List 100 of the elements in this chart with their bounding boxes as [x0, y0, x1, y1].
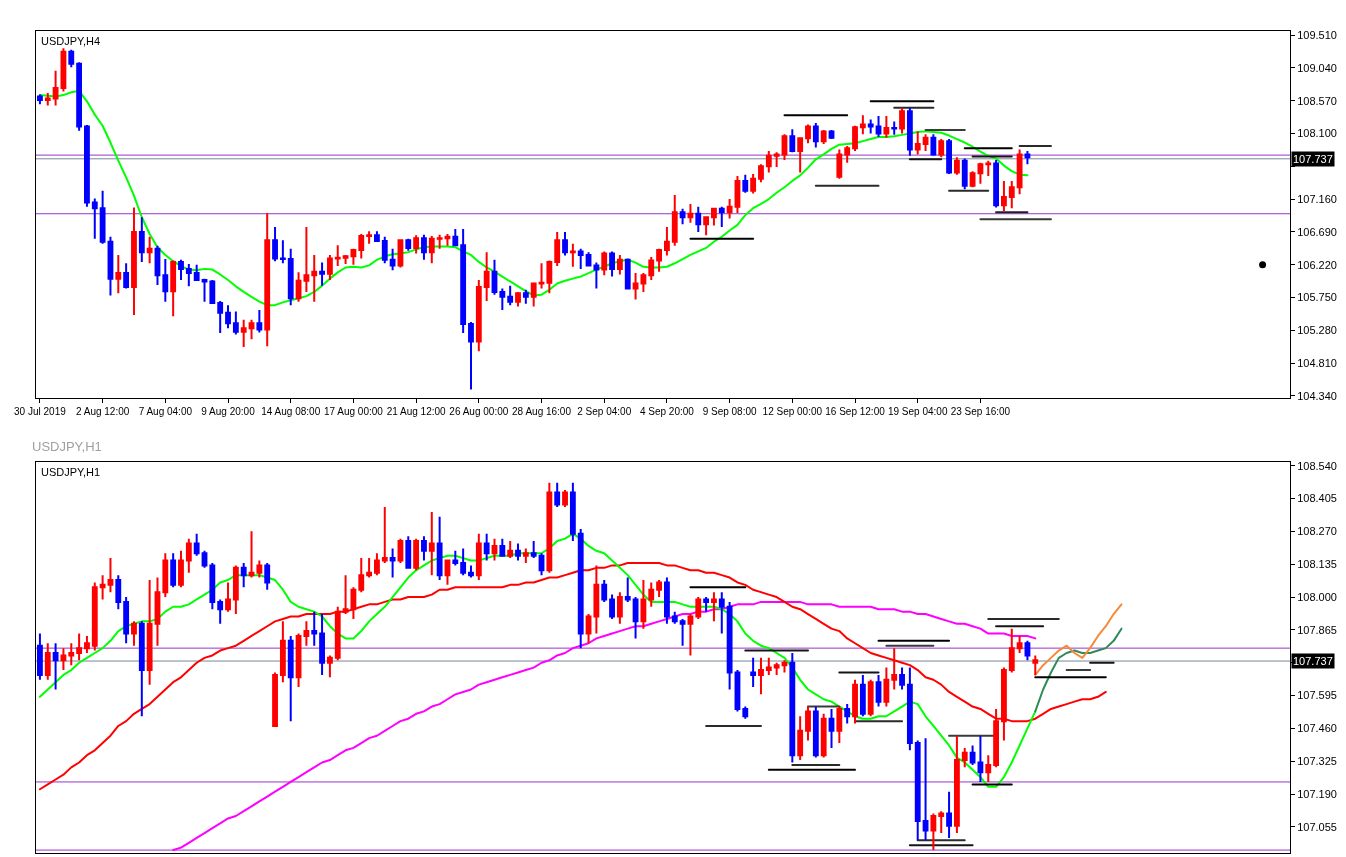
candlestick: [648, 256, 655, 282]
candlestick: [107, 235, 114, 297]
candlestick: [123, 262, 130, 290]
candlestick: [867, 118, 874, 135]
candlestick: [60, 647, 67, 672]
candlestick: [585, 613, 592, 645]
candlestick: [209, 561, 216, 611]
candlestick: [44, 91, 51, 107]
candlestick: [37, 632, 43, 681]
candlestick: [530, 540, 537, 560]
y-tick-label: 108.100: [1297, 127, 1337, 140]
candlestick: [170, 552, 177, 589]
candlestick: [569, 242, 576, 268]
y-tick-label: 108.270: [1297, 525, 1337, 538]
candlestick: [99, 189, 106, 245]
candlestick: [875, 673, 882, 708]
x-tick-label: 14 Aug 08:00: [261, 406, 321, 418]
candlestick: [178, 258, 184, 282]
candlestick: [468, 320, 474, 391]
candlestick: [679, 207, 686, 226]
line-series: [1034, 603, 1123, 676]
x-tick-label: 30 Jul 2019: [14, 406, 67, 418]
candlestick: [475, 279, 482, 353]
y-tick-label: 108.135: [1297, 558, 1337, 571]
candlestick: [530, 281, 537, 308]
candlestick: [805, 705, 811, 742]
candlestick: [852, 124, 858, 152]
candlestick: [577, 527, 584, 650]
line-series: [38, 89, 1029, 307]
candlestick: [68, 642, 75, 667]
candlestick: [178, 549, 184, 589]
y-tick-label: 104.810: [1297, 356, 1337, 369]
candlestick: [389, 547, 396, 579]
candlestick: [68, 48, 75, 69]
ref-line-label: 107.737: [1293, 153, 1333, 165]
x-tick-label: 19 Sep 04:00: [887, 406, 948, 418]
candlestick: [115, 253, 122, 295]
candlestick: [1032, 654, 1039, 676]
candlestick: [193, 263, 200, 282]
candlestick: [797, 136, 804, 174]
candlestick: [217, 299, 224, 335]
candlestick: [844, 703, 851, 725]
candlestick: [326, 253, 333, 282]
candlestick: [946, 790, 952, 839]
candlestick: [961, 157, 968, 191]
candlestick: [765, 656, 772, 676]
candlestick: [867, 678, 874, 718]
candlestick: [522, 288, 529, 305]
candlestick: [961, 746, 968, 769]
candlestick: [554, 481, 561, 509]
candlestick: [828, 707, 835, 749]
candlestick: [507, 540, 514, 560]
candlestick: [664, 226, 670, 257]
y-tick-label: 104.340: [1297, 389, 1337, 402]
y-tick-label: 108.000: [1297, 590, 1337, 603]
candlestick: [742, 705, 749, 720]
x-tick-label: 12 Sep 00:00: [762, 406, 823, 418]
candlestick: [711, 207, 717, 227]
candlestick: [891, 120, 898, 136]
candlestick: [906, 666, 913, 752]
x-tick-label: 21 Aug 12:00: [386, 406, 447, 418]
candlestick: [1001, 179, 1007, 212]
candlestick: [499, 537, 506, 557]
candlestick: [742, 173, 749, 194]
candlestick: [969, 170, 976, 189]
candlestick: [421, 535, 427, 562]
candlestick: [640, 272, 647, 293]
candlestick: [436, 233, 443, 250]
candlestick: [758, 656, 764, 696]
candlestick: [201, 277, 208, 303]
candlestick: [389, 247, 396, 272]
candlestick: [640, 579, 647, 630]
candlestick: [295, 271, 302, 303]
candlestick: [138, 620, 145, 718]
candlestick: [311, 610, 318, 647]
y-tick-label: 107.160: [1297, 192, 1337, 205]
y-tick-label: 107.595: [1297, 689, 1337, 702]
candlestick: [977, 734, 984, 783]
x-tick-label: 7 Aug 04:00: [138, 406, 193, 418]
line-series: [38, 561, 1107, 791]
candlestick: [726, 198, 733, 220]
candlestick: [44, 642, 51, 681]
candlestick: [319, 261, 325, 287]
candlestick: [515, 542, 521, 562]
candlestick: [577, 247, 584, 270]
x-tick-label: 23 Sep 16:00: [950, 406, 1011, 418]
candlestick: [922, 737, 929, 842]
candlestick: [76, 632, 83, 662]
candlestick: [193, 532, 200, 557]
candlestick: [632, 596, 639, 640]
candlestick: [334, 605, 341, 662]
candlestick: [844, 145, 851, 164]
y-tick-label: 108.540: [1297, 459, 1337, 472]
candlestick: [162, 552, 169, 599]
candlestick: [499, 287, 506, 312]
candlestick: [601, 579, 608, 603]
x-tick-label: 2 Sep 04:00: [577, 406, 632, 418]
candlestick: [154, 576, 161, 647]
candlestick: [491, 258, 498, 296]
y-tick-label: 107.325: [1297, 755, 1337, 768]
